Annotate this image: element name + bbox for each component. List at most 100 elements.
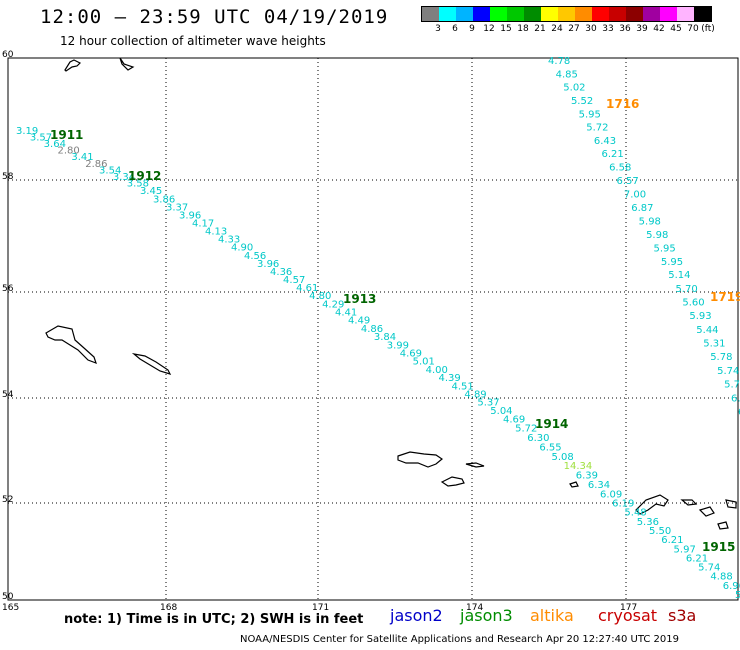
coastline	[569, 481, 579, 488]
color-scale-swatch	[694, 7, 711, 21]
color-scale-label: 24	[551, 24, 563, 34]
swh-value: 5.04	[490, 406, 512, 417]
swh-value: 4.13	[205, 227, 227, 238]
swh-value: 4.33	[218, 235, 240, 246]
pass-time-label: 1911	[50, 128, 83, 142]
pass-time-label: 1913	[343, 292, 376, 306]
swh-value: 5.74	[698, 563, 720, 574]
swh-value: 3.84	[374, 332, 396, 343]
coastline	[680, 499, 698, 506]
swh-value: 4.17	[192, 218, 214, 229]
map-title: 12:00 – 23:59 UTC 04/19/2019	[40, 6, 389, 28]
color-scale-label: 36	[619, 24, 631, 34]
swh-value: 4.88	[710, 572, 732, 583]
pass-time-label: 1716	[606, 97, 639, 111]
color-scale-label: 39	[636, 24, 648, 34]
color-scale-label: 3	[435, 24, 441, 34]
longitude-label: 174	[466, 603, 483, 613]
color-scale-swatch	[660, 7, 677, 21]
swh-value: 5.31	[703, 339, 725, 350]
color-scale-swatch	[439, 7, 456, 21]
swh-value: 6.39	[576, 471, 598, 482]
swh-value: 5.74	[717, 366, 739, 377]
swh-value: 6.87	[631, 203, 653, 214]
swh-value: 6.21	[602, 149, 624, 160]
swh-value: 5.44	[696, 325, 718, 336]
coastline	[698, 506, 715, 517]
swh-value: 5.01	[413, 357, 435, 368]
swh-value: 4.57	[283, 275, 305, 286]
swh-value: 3.96	[179, 210, 201, 221]
footer-note: note: 1) Time is in UTC; 2) SWH is in fe…	[64, 612, 364, 627]
satellite-legend-item: altika	[530, 606, 574, 625]
coastline	[131, 353, 172, 375]
swh-value: 6.09	[600, 489, 622, 500]
swh-value: 4.69	[400, 348, 422, 359]
color-scale-label: 15	[500, 24, 512, 34]
coastline	[64, 59, 82, 72]
swh-value: 5.50	[649, 526, 671, 537]
swh-value: 5.14	[668, 270, 690, 281]
color-scale-swatch	[507, 7, 524, 21]
swh-value: 5.95	[653, 243, 675, 254]
swh-value: 2.80	[58, 146, 80, 157]
swh-value: 5.52	[571, 96, 593, 107]
swh-value: 6.43	[594, 136, 616, 147]
satellite-legend-item: s3a	[668, 606, 697, 625]
coastline	[725, 499, 737, 509]
satellite-legend-item: jason3	[460, 606, 513, 625]
longitude-label: 168	[160, 603, 177, 613]
swh-value: 4.56	[244, 251, 266, 262]
swh-value: 4.80	[309, 291, 331, 302]
color-scale-swatch	[473, 7, 490, 21]
color-scale-label: 6	[452, 24, 458, 34]
swh-value: 6.34	[588, 480, 610, 491]
swh-value: 6.55	[539, 442, 561, 453]
longitude-label: 165	[2, 603, 19, 613]
swh-value: 3.34	[113, 172, 135, 183]
swh-value: 5.93	[689, 311, 711, 322]
swh-value: 4.78	[548, 56, 570, 67]
swh-value: 4.90	[231, 243, 253, 254]
color-scale-labels: 3 6 9 12 15 18 21 24 27 30 33 36 39 42 45 70 (ft)	[421, 22, 715, 36]
satellite-legend-item: cryosat	[598, 606, 658, 625]
swh-value: 4.86	[361, 324, 383, 335]
color-scale-swatch	[626, 7, 643, 21]
swh-value: 5.36	[637, 517, 659, 528]
swh-value: 3.45	[140, 186, 162, 197]
swh-value: 3.58	[127, 178, 149, 189]
swh-value: 5.78	[710, 352, 732, 363]
swh-value: 6.30	[527, 433, 549, 444]
latitude-label: 50	[2, 592, 14, 602]
coastline	[119, 57, 135, 71]
coastline	[465, 462, 485, 468]
swh-value: 3.96	[257, 259, 279, 270]
color-scale-swatch	[677, 7, 694, 21]
color-scale-swatch	[643, 7, 660, 21]
swh-value: 3.37	[166, 202, 188, 213]
swh-value: 4.49	[348, 316, 370, 327]
color-scale-swatch	[609, 7, 626, 21]
latitude-label: 56	[2, 284, 14, 294]
swh-value: 5.72	[586, 123, 608, 134]
swh-value: 6.21	[661, 535, 683, 546]
swh-value: 6.96	[723, 581, 740, 592]
swh-value: 5.02	[563, 83, 585, 94]
swh-value: 7.00	[624, 189, 646, 200]
swh-value: 5.97	[674, 544, 696, 555]
swh-value: 5.48	[624, 508, 646, 519]
swh-value: 4.39	[439, 373, 461, 384]
swh-value: 4.89	[464, 389, 486, 400]
pass-time-label: 1719	[710, 290, 740, 304]
swh-value: 6.58	[609, 163, 631, 174]
swh-value: 3.64	[44, 139, 66, 150]
swh-value: 5.08	[551, 452, 573, 463]
color-scale-swatch	[558, 7, 575, 21]
swh-value: 2.86	[85, 159, 107, 170]
latitude-label: 52	[2, 495, 13, 505]
swh-value: 4.85	[556, 69, 578, 80]
color-scale-swatch	[456, 7, 473, 21]
color-scale-label: 33	[602, 24, 614, 34]
color-scale-swatch	[541, 7, 558, 21]
swh-value: 5.	[735, 590, 740, 601]
